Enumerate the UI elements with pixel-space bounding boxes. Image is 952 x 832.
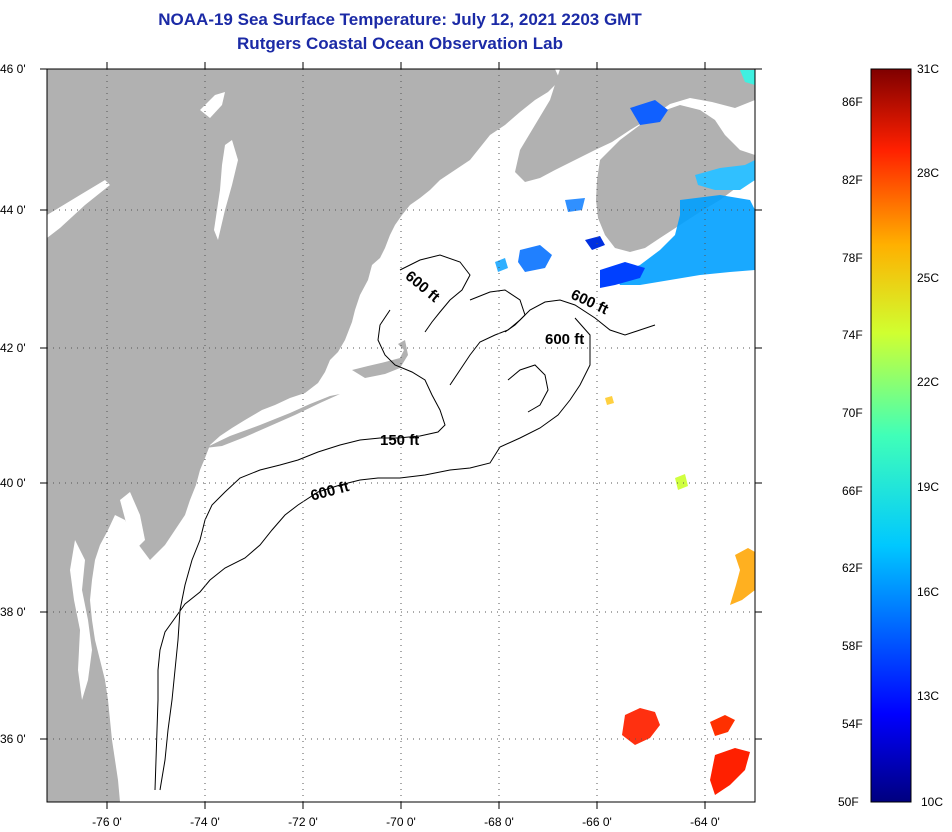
contour-label: 600 ft xyxy=(545,331,584,348)
frame-ticks xyxy=(40,62,762,809)
colorbar-c-label: 19C xyxy=(917,480,939,494)
sst-patch-cold xyxy=(630,100,668,125)
lake xyxy=(214,140,238,240)
colorbar-f-label: 86F xyxy=(842,95,863,109)
lat-label: 38 0' xyxy=(0,605,26,619)
bathymetry-contours xyxy=(154,254,656,791)
colorbar-f-label: 66F xyxy=(842,484,863,498)
colorbar-f-label: 54F xyxy=(842,717,863,731)
land-us-northeast xyxy=(47,69,560,802)
colorbar-f-label: 70F xyxy=(842,406,863,420)
colorbar-c-label: 10C xyxy=(921,795,943,809)
sst-patch-hot xyxy=(710,715,735,736)
sst-patch-cold xyxy=(585,236,605,250)
contour-label: 150 ft xyxy=(380,432,419,449)
lat-label: 44 0' xyxy=(0,203,26,217)
lat-label: 42 0' xyxy=(0,341,26,355)
colorbar-c-label: 22C xyxy=(917,375,939,389)
graticule xyxy=(47,69,755,802)
map-subtitle: Rutgers Coastal Ocean Observation Lab xyxy=(237,34,563,53)
lon-label: -76 0' xyxy=(92,815,122,829)
sst-patch-cyan xyxy=(740,70,755,85)
colorbar-c-label: 13C xyxy=(917,689,939,703)
temperature-colorbar xyxy=(870,68,912,803)
land-cape-cod xyxy=(352,340,408,378)
sst-patch-hot xyxy=(710,748,750,795)
colorbar-f-label: 50F xyxy=(838,795,859,809)
lake xyxy=(200,92,225,118)
lon-label: -66 0' xyxy=(582,815,612,829)
lake xyxy=(120,492,145,550)
lake xyxy=(47,180,110,238)
lon-label: -70 0' xyxy=(386,815,416,829)
sst-patch-cold xyxy=(615,195,755,285)
colorbar-f-label: 82F xyxy=(842,173,863,187)
sst-patch-mid xyxy=(605,396,614,405)
sst-patch-warm xyxy=(730,548,755,605)
lat-label: 46 0' xyxy=(0,62,26,76)
colorbar-f-label: 58F xyxy=(842,639,863,653)
sst-patch-cold xyxy=(565,198,585,212)
lat-label: 36 0' xyxy=(0,732,26,746)
lon-label: -74 0' xyxy=(190,815,220,829)
colorbar-f-label: 78F xyxy=(842,251,863,265)
colorbar-c-label: 28C xyxy=(917,166,939,180)
colorbar-c-label: 16C xyxy=(917,585,939,599)
colorbar-c-label: 25C xyxy=(917,271,939,285)
sst-patch-cold xyxy=(600,262,645,288)
colorbar-f-label: 74F xyxy=(842,328,863,342)
lon-label: -68 0' xyxy=(484,815,514,829)
chesapeake-bay xyxy=(70,540,92,700)
sst-patch-cold xyxy=(495,258,508,272)
colorbar-c-label: 31C xyxy=(917,62,939,76)
colorbar-f-label: 62F xyxy=(842,561,863,575)
lon-label: -64 0' xyxy=(690,815,720,829)
map-title: NOAA-19 Sea Surface Temperature: July 12… xyxy=(158,10,642,29)
sst-patch-cold xyxy=(695,160,755,190)
sst-patch-mid xyxy=(675,474,688,490)
land-nova-scotia xyxy=(596,105,755,252)
land-long-island xyxy=(205,394,340,448)
lat-label: 40 0' xyxy=(0,476,26,490)
sst-patch-cold xyxy=(518,245,552,272)
sst-patch-hot xyxy=(622,708,660,745)
land-new-brunswick xyxy=(515,69,755,182)
lon-label: -72 0' xyxy=(288,815,318,829)
